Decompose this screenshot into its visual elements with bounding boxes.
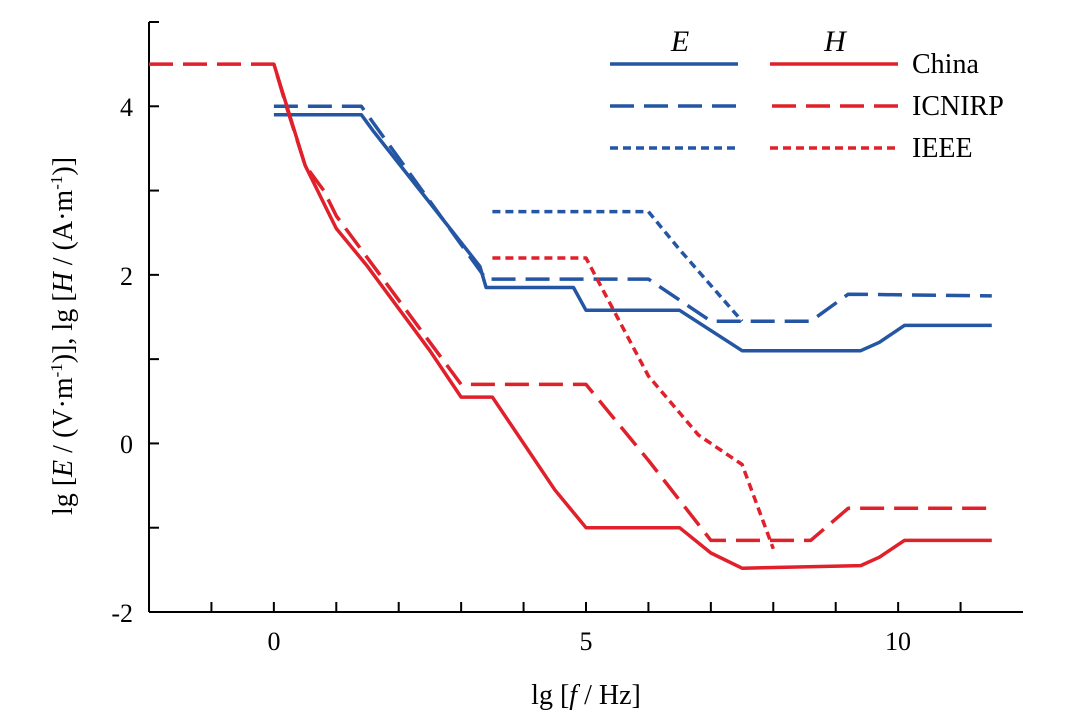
x-axis-label: lg [f / Hz] — [531, 680, 641, 711]
series-line-h-ieee — [492, 256, 775, 550]
ticks — [149, 21, 962, 612]
series-line-h-china — [272, 63, 992, 570]
legend-label-ieee: IEEE — [912, 133, 973, 164]
x-tick-label: 10 — [885, 627, 911, 656]
legend-head-e: E — [670, 25, 689, 58]
legend-label-icnirp: ICNIRP — [912, 91, 1004, 122]
y-tick-labels: -2 0 2 4 — [111, 93, 133, 628]
x-tick-label: 0 — [268, 627, 281, 656]
plot-area — [148, 21, 1023, 613]
legend-label-china: China — [912, 49, 979, 80]
y-axis-label: lg [E / (V·m-1)], lg [H / (A·m-1)] — [47, 157, 79, 515]
series-line-e-icnirp — [273, 104, 992, 323]
series-line-e-ieee — [492, 209, 744, 323]
legend: E H China ICNIRP IEEE — [610, 25, 1004, 164]
series-line-e-china — [273, 112, 992, 353]
x-tick-labels: 0 5 10 — [268, 627, 912, 656]
y-tick-label: 0 — [120, 430, 133, 459]
y-tick-label: -2 — [111, 599, 133, 628]
legend-head-h: H — [823, 25, 848, 58]
y-tick-label: 4 — [120, 93, 133, 122]
y-tick-label: 2 — [120, 262, 133, 291]
series-line-h-icnirp — [149, 62, 992, 543]
x-tick-label: 5 — [580, 627, 593, 656]
series-layer — [149, 62, 992, 570]
